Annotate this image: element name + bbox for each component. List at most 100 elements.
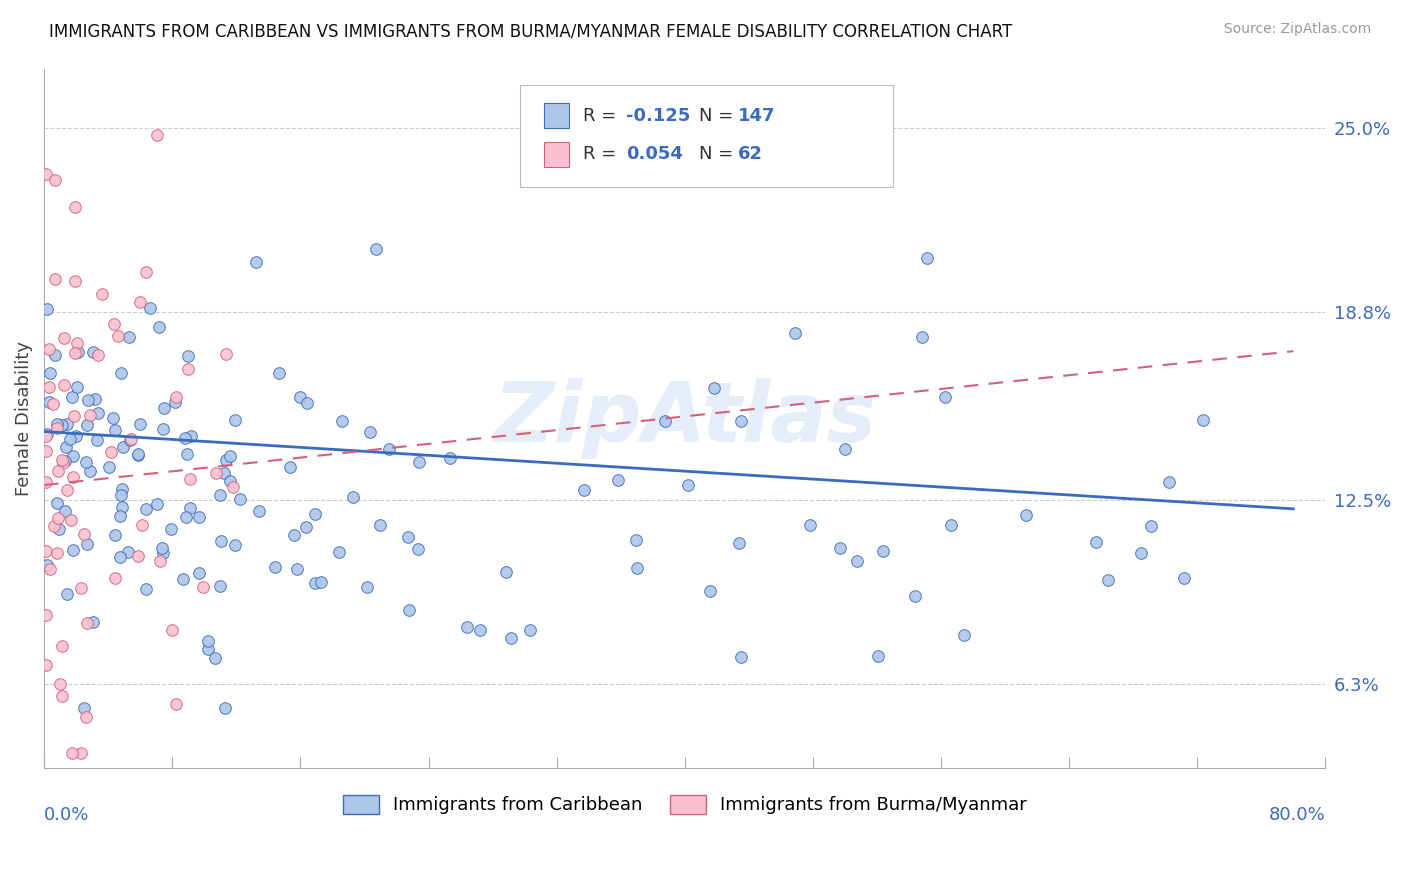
Point	[120, 432, 142, 446]
Point	[62, 449, 84, 463]
Point	[45, 496, 67, 510]
Point	[607, 473, 630, 487]
Point	[626, 561, 648, 575]
Point	[378, 442, 401, 456]
Y-axis label: Female Disability: Female Disability	[15, 341, 32, 496]
Point	[180, 429, 202, 443]
Point	[53, 378, 76, 392]
Point	[278, 460, 301, 475]
Point	[79, 464, 101, 478]
Point	[104, 423, 127, 437]
Text: Source: ZipAtlas.com: Source: ZipAtlas.com	[1223, 22, 1371, 37]
Point	[330, 414, 353, 428]
Point	[214, 452, 236, 467]
Point	[101, 410, 124, 425]
Point	[149, 554, 172, 568]
Point	[75, 455, 97, 469]
Point	[87, 348, 110, 362]
Point	[172, 572, 194, 586]
Point	[39, 367, 62, 381]
Point	[572, 483, 595, 497]
Point	[98, 460, 121, 475]
Point	[37, 558, 59, 572]
Point	[107, 329, 129, 343]
Point	[131, 518, 153, 533]
Point	[245, 255, 267, 269]
Point	[44, 272, 66, 286]
Point	[35, 607, 58, 622]
Point	[219, 474, 242, 488]
Point	[939, 517, 962, 532]
Point	[76, 537, 98, 551]
Point	[127, 549, 149, 563]
Point	[79, 408, 101, 422]
Point	[66, 380, 89, 394]
Point	[366, 243, 388, 257]
Point	[1192, 413, 1215, 427]
Point	[208, 488, 231, 502]
Point	[42, 519, 65, 533]
Point	[304, 576, 326, 591]
Point	[39, 562, 62, 576]
Point	[730, 414, 752, 428]
Point	[44, 348, 66, 362]
Point	[62, 469, 84, 483]
Point	[46, 421, 69, 435]
Point	[75, 709, 97, 723]
Point	[62, 543, 84, 558]
Point	[699, 584, 721, 599]
Point	[128, 417, 150, 431]
Text: ZipAtlas: ZipAtlas	[494, 377, 876, 458]
Point	[51, 417, 73, 432]
Point	[46, 464, 69, 478]
Point	[368, 517, 391, 532]
Point	[188, 510, 211, 524]
Point	[37, 302, 59, 317]
Point	[38, 380, 60, 394]
Point	[129, 295, 152, 310]
Point	[1130, 546, 1153, 560]
Point	[519, 623, 541, 637]
Point	[654, 414, 676, 428]
Point	[65, 429, 87, 443]
Point	[834, 442, 856, 457]
Point	[179, 501, 201, 516]
Point	[76, 418, 98, 433]
Legend: Immigrants from Caribbean, Immigrants from Burma/Myanmar: Immigrants from Caribbean, Immigrants fr…	[336, 788, 1035, 822]
Point	[304, 507, 326, 521]
Point	[52, 331, 75, 345]
Point	[150, 541, 173, 556]
Text: 147: 147	[738, 107, 776, 125]
Point	[229, 491, 252, 506]
Point	[118, 433, 141, 447]
Point	[499, 631, 522, 645]
Point	[87, 406, 110, 420]
Point	[1097, 573, 1119, 587]
Point	[830, 541, 852, 556]
Point	[56, 417, 79, 431]
Point	[100, 445, 122, 459]
Point	[356, 580, 378, 594]
Point	[127, 447, 149, 461]
Point	[82, 615, 104, 629]
Point	[165, 390, 187, 404]
Point	[408, 454, 430, 468]
Point	[872, 544, 894, 558]
Point	[283, 528, 305, 542]
Point	[70, 581, 93, 595]
Point	[152, 546, 174, 560]
Point	[214, 701, 236, 715]
Point	[783, 326, 806, 341]
Point	[224, 413, 246, 427]
Point	[111, 440, 134, 454]
Text: N =: N =	[699, 107, 738, 125]
Point	[53, 454, 76, 468]
Point	[953, 628, 976, 642]
Point	[45, 417, 67, 431]
Point	[53, 504, 76, 518]
Point	[108, 549, 131, 564]
Text: N =: N =	[699, 145, 738, 163]
Point	[60, 390, 83, 404]
Point	[82, 345, 104, 359]
Point	[439, 451, 461, 466]
